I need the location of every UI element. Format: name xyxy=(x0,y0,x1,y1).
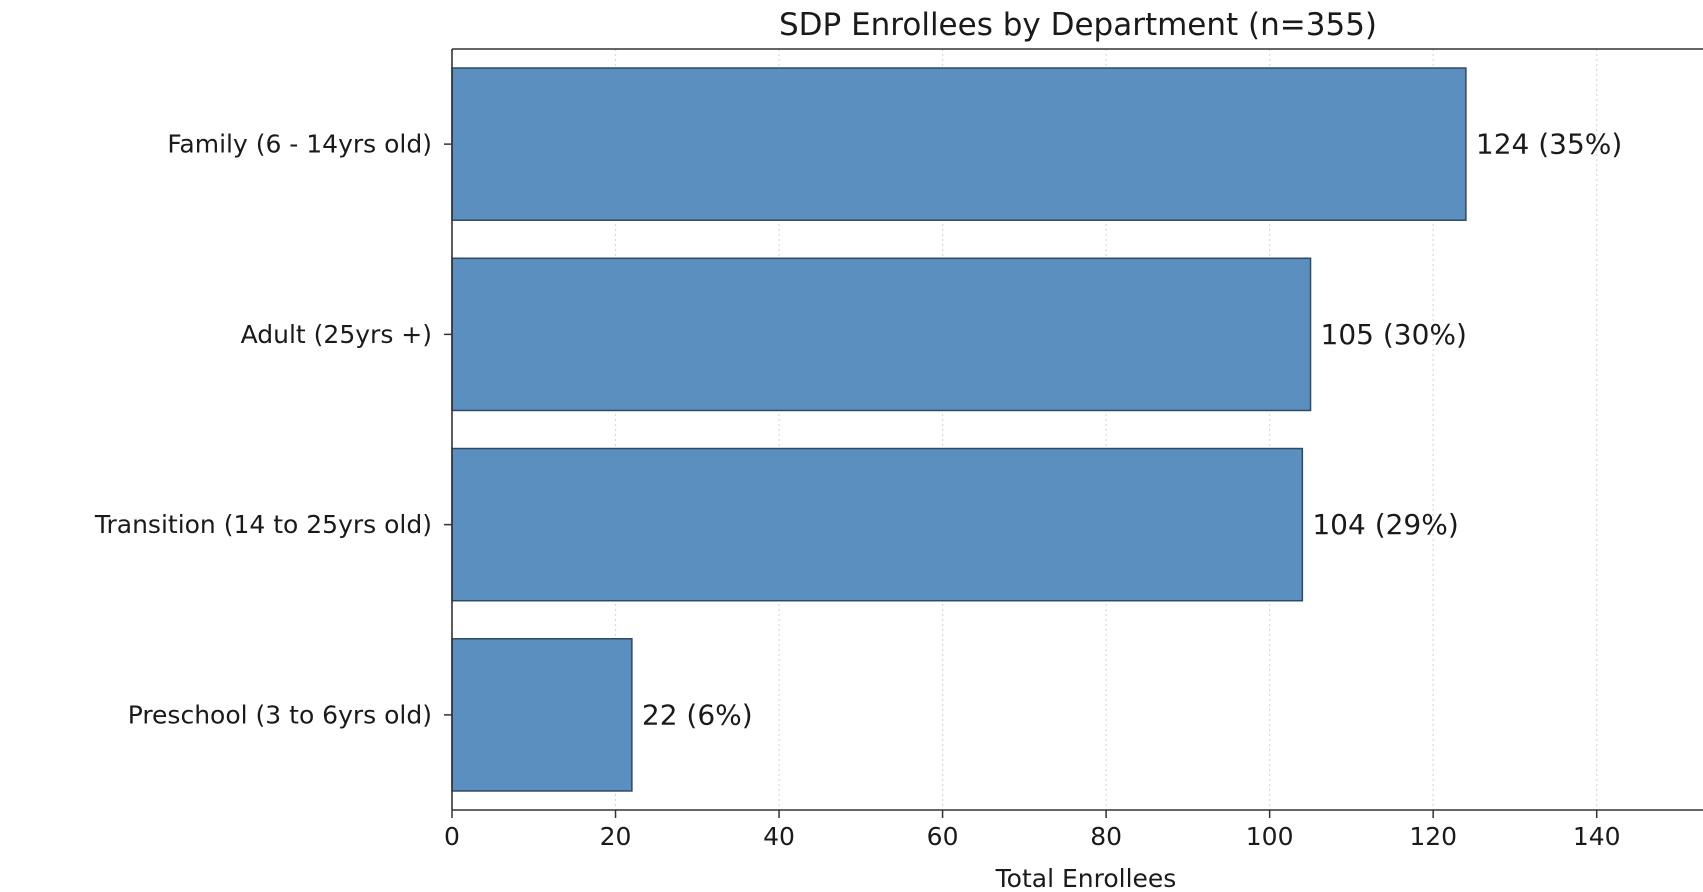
bar xyxy=(451,447,1304,602)
category-label: Preschool (3 to 6yrs old) xyxy=(128,700,432,729)
bar xyxy=(451,67,1467,221)
x-tick-label: 80 xyxy=(1090,822,1122,851)
data-label: 105 (30%) xyxy=(1321,318,1467,351)
x-tick-label: 20 xyxy=(600,822,632,851)
bars xyxy=(451,67,1467,792)
x-tick-label: 60 xyxy=(927,822,959,851)
axes xyxy=(444,48,1703,818)
data-label: 104 (29%) xyxy=(1312,508,1458,541)
x-tick-label: 0 xyxy=(444,822,460,851)
x-tick-label: 40 xyxy=(763,822,795,851)
bar xyxy=(451,638,633,792)
data-label: 124 (35%) xyxy=(1476,128,1622,161)
bar xyxy=(451,257,1312,412)
chart-title: SDP Enrollees by Department (n=355) xyxy=(779,7,1377,43)
x-axis-title: Total Enrollees xyxy=(995,864,1177,892)
x-tick-label: 100 xyxy=(1246,822,1294,851)
data-label: 22 (6%) xyxy=(642,698,753,731)
x-tick-label: 120 xyxy=(1409,822,1457,851)
x-tick-label: 140 xyxy=(1573,822,1621,851)
category-label: Transition (14 to 25yrs old) xyxy=(94,510,432,539)
category-label: Family (6 - 14yrs old) xyxy=(167,130,432,159)
category-label: Adult (25yrs +) xyxy=(241,320,432,349)
labels: 124 (35%) Family (6 - 14yrs old) 105 (30%)… xyxy=(94,128,1622,851)
